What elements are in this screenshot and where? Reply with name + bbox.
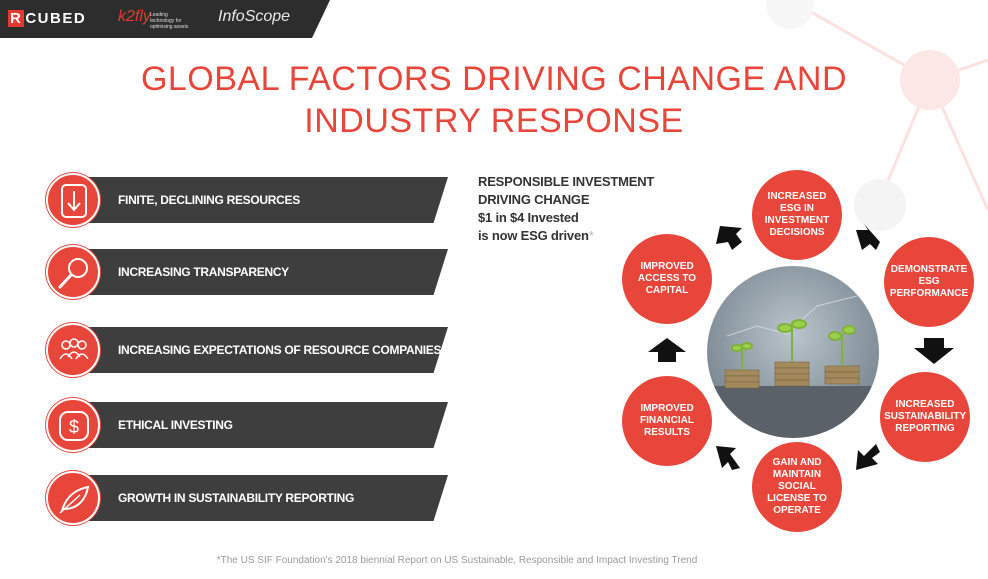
- k2fly-logo: k2fly: [118, 8, 151, 25]
- factor-bar: [86, 249, 448, 295]
- factor-label: FINITE, DECLINING RESOURCES: [118, 193, 300, 207]
- title-line-2: INDUSTRY RESPONSE: [304, 102, 684, 140]
- factor-label: INCREASING TRANSPARENCY: [118, 265, 289, 279]
- cycle-step-financial-results: IMPROVED FINANCIAL RESULTS: [622, 376, 712, 466]
- page-title: GLOBAL FACTORS DRIVING CHANGE AND INDUST…: [0, 58, 988, 142]
- factor-bar: [86, 327, 448, 373]
- cycle-step-sustainability-reporting: INCREASED SUSTAINABILITY REPORTING: [880, 372, 970, 462]
- factor-label: INCREASING EXPECTATIONS OF RESOURCE COMP…: [118, 343, 442, 357]
- logo-bar-background: [0, 0, 330, 38]
- k2fly-tagline: Leading technology for optimising assets: [150, 12, 189, 30]
- investment-line-4: is now ESG driven: [478, 228, 589, 243]
- factor-icon-circle: $: [46, 398, 100, 452]
- cycle-step-demonstrate-esg: DEMONSTRATE ESG PERFORMANCE: [884, 237, 974, 327]
- footnote: *The US SIF Foundation's 2018 biennial R…: [216, 555, 698, 566]
- down-arrow-icon: [61, 184, 87, 218]
- cycle-step-social-license: GAIN AND MAINTAIN SOCIAL LICENSE TO OPER…: [752, 442, 842, 532]
- cycle-arrow-3: [856, 444, 880, 470]
- investment-line-2: DRIVING CHANGE: [478, 192, 590, 207]
- cycle-arrow-6: [716, 226, 742, 250]
- rcubed-logo: R CUBED: [8, 10, 87, 27]
- cycle-arrow-4: [716, 446, 740, 470]
- factor-icon-circle: [46, 323, 100, 377]
- cycle-arrow-5: [648, 338, 686, 362]
- svg-text:$: $: [69, 417, 79, 437]
- factor-bar: [86, 402, 448, 448]
- people-group-icon: [59, 338, 89, 360]
- magnifier-icon: [58, 258, 88, 289]
- infoscope-logo: InfoScope: [218, 8, 291, 25]
- leaf-icon: [59, 485, 90, 514]
- factor-bar: [86, 177, 448, 223]
- investment-line-1: RESPONSIBLE INVESTMENT: [478, 174, 655, 189]
- factor-icon-circle: [46, 173, 100, 227]
- cycle-step-access-capital: IMPROVED ACCESS TO CAPITAL: [622, 234, 712, 324]
- cycle-step-increased-esg: INCREASED ESG IN INVESTMENT DECISIONS: [752, 170, 842, 260]
- factor-label: ETHICAL INVESTING: [118, 418, 233, 432]
- factor-label: GROWTH IN SUSTAINABILITY REPORTING: [118, 491, 355, 505]
- title-line-1: GLOBAL FACTORS DRIVING CHANGE AND: [140, 60, 848, 98]
- seedling-coins-image: [707, 266, 879, 438]
- footnote-asterisk: *: [588, 228, 594, 243]
- dollar-icon: $: [59, 411, 89, 441]
- factor-icon-circle: [46, 245, 100, 299]
- factor-icon-circle: [46, 471, 100, 525]
- responsible-investment-text: RESPONSIBLE INVESTMENT DRIVING CHANGE $1…: [478, 173, 654, 245]
- cycle-arrow-1: [856, 224, 880, 250]
- cycle-arrow-2: [914, 338, 954, 364]
- investment-line-3: $1 in $4 Invested: [478, 210, 579, 225]
- factor-bar: [86, 475, 448, 521]
